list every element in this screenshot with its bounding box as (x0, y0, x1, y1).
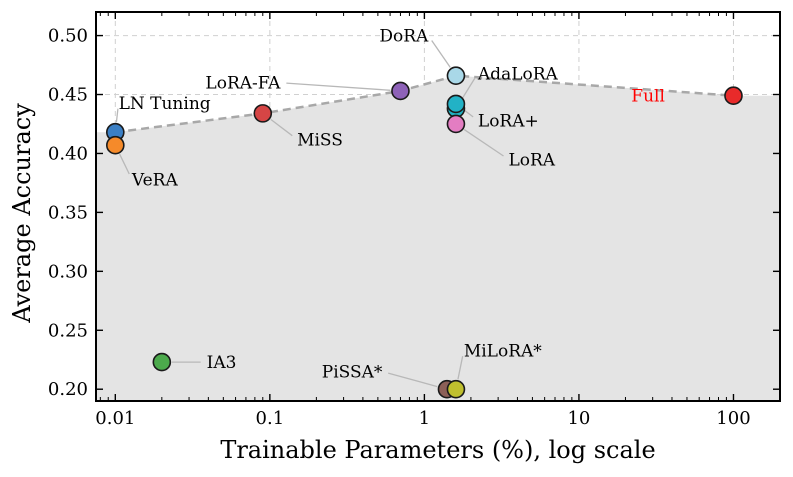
data-points (106, 66, 743, 399)
x-axis-label: Trainable Parameters (%), log scale (220, 436, 655, 464)
data-point (152, 352, 172, 372)
point-label: Full (631, 87, 665, 107)
y-axis-label: Average Accuracy (8, 103, 36, 324)
data-point (446, 379, 466, 399)
leader-line (270, 118, 293, 137)
leader-line (286, 82, 391, 91)
leader-line (388, 372, 438, 388)
y-tick-label: 0.35 (48, 202, 88, 223)
y-tick-label: 0.30 (48, 261, 88, 282)
x-tick-label: 100 (716, 408, 750, 429)
leader-line (457, 356, 464, 380)
point-labels: LN Tuning VeRA MiSS LoRA-FA DoRA AdaLoRA LoRA+… (119, 27, 665, 383)
point-label: MiSS (297, 130, 343, 150)
point-label: LN Tuning (119, 94, 211, 114)
leader-line (463, 129, 504, 157)
point-label: DoRA (379, 27, 429, 47)
point-label: AdaLoRA (477, 64, 559, 84)
point-label: VeRA (131, 170, 179, 190)
y-tick-label: 0.20 (48, 379, 88, 400)
data-point (253, 104, 273, 123)
feasible-area (96, 75, 780, 402)
point-label: MiLoRA* (464, 341, 542, 361)
y-tick-label: 0.50 (48, 26, 88, 47)
leader-line (431, 40, 451, 68)
x-tick-label: 0.01 (95, 408, 135, 429)
leader-line (463, 109, 474, 118)
leader-lines (115, 40, 504, 388)
point-label: PiSSA* (322, 363, 383, 383)
point-label: LoRA (508, 150, 555, 170)
data-point (446, 114, 466, 134)
leader-line (115, 108, 119, 123)
point-label: LoRA+ (478, 111, 539, 131)
data-point (446, 94, 466, 114)
data-point (446, 66, 466, 85)
leader-line (460, 78, 476, 101)
x-tick-label: 0.1 (256, 408, 285, 429)
shaded-region (96, 75, 780, 402)
data-point (391, 81, 410, 101)
y-tick-label: 0.25 (48, 320, 88, 341)
axes: 0.01 0.1 1 10 100 0.20 0.25 0.30 0.35 0.40 0.45 0.5… (48, 11, 781, 429)
data-point (106, 135, 125, 155)
x-tick-label: 1 (419, 408, 430, 429)
plot-frame (95, 11, 781, 402)
leader-line (119, 153, 130, 175)
point-label: LoRA-FA (205, 74, 281, 94)
x-tick-label: 10 (567, 408, 590, 429)
y-tick-label: 0.40 (48, 143, 88, 164)
y-tick-label: 0.45 (48, 85, 88, 106)
data-point (724, 86, 743, 105)
point-label: IA3 (207, 353, 237, 373)
